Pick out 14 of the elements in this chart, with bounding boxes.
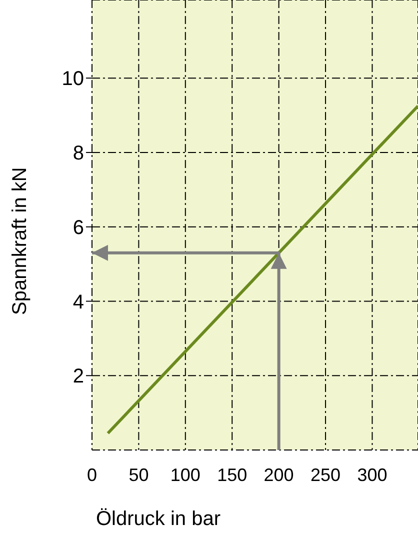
x-tick-label: 100 (170, 464, 200, 485)
y-axis-title: Spannkraft in kN (9, 167, 32, 315)
y-tick-label: 10 (62, 68, 84, 90)
y-tick-label: 2 (72, 366, 84, 388)
x-tick-label: 200 (264, 464, 294, 485)
x-tick-label: 250 (310, 464, 341, 485)
x-tick-label: 150 (217, 464, 248, 485)
x-axis-title: Öldruck in bar (96, 508, 221, 530)
x-tick-label: 0 (86, 464, 98, 485)
y-tick-label: 6 (72, 216, 84, 239)
y-tick-label: 8 (72, 142, 84, 165)
x-tick-label: 50 (128, 464, 149, 485)
x-tick-label: 300 (357, 464, 388, 485)
y-tick-label: 4 (72, 291, 84, 314)
